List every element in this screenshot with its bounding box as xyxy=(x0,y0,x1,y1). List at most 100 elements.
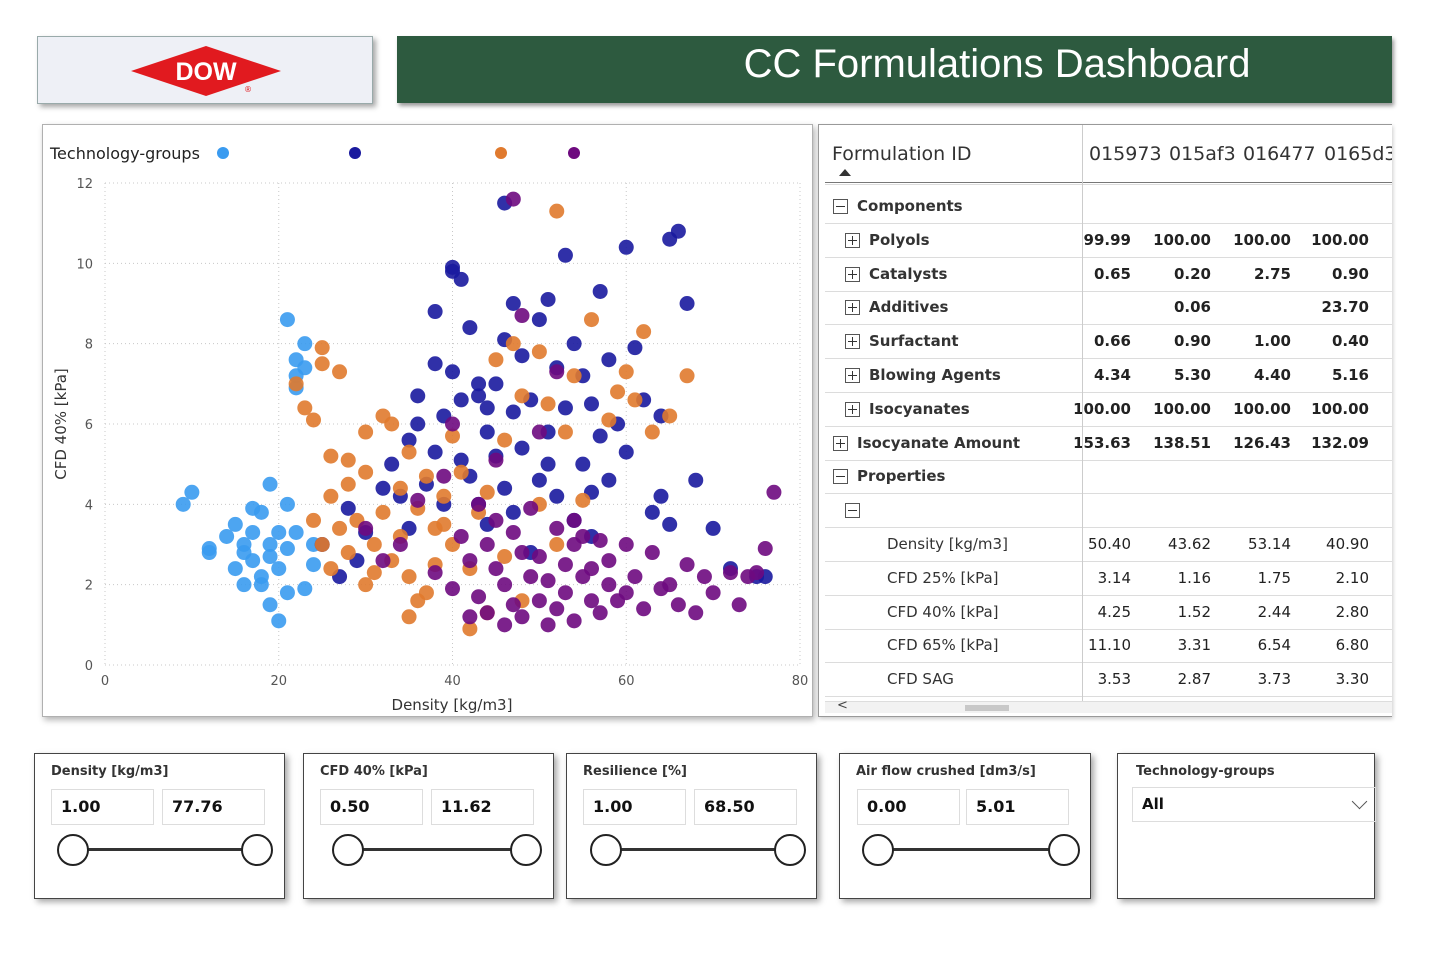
data-point[interactable] xyxy=(592,605,608,621)
data-point[interactable] xyxy=(288,524,304,540)
data-point[interactable] xyxy=(375,504,391,520)
scatter-chart-card[interactable]: 0 2 4 6 8 10 12 0 20 40 60 80 Density [kg/m3] CFD 40%… xyxy=(42,124,813,717)
data-point[interactable] xyxy=(557,400,573,416)
data-point[interactable] xyxy=(471,376,487,392)
data-point[interactable] xyxy=(445,259,460,275)
data-point[interactable] xyxy=(401,569,417,585)
data-point[interactable] xyxy=(679,296,695,311)
data-point[interactable] xyxy=(418,585,434,601)
data-point[interactable] xyxy=(575,528,591,544)
data-point[interactable] xyxy=(279,496,295,512)
data-point[interactable] xyxy=(610,384,626,400)
chevron-down-icon[interactable] xyxy=(1351,793,1368,810)
resilience-min-handle[interactable] xyxy=(590,834,622,866)
data-point[interactable] xyxy=(531,593,547,609)
data-point[interactable] xyxy=(488,561,504,577)
data-point[interactable] xyxy=(505,296,521,311)
data-point[interactable] xyxy=(471,589,487,605)
data-point[interactable] xyxy=(514,545,530,561)
data-point[interactable] xyxy=(175,496,191,512)
data-point[interactable] xyxy=(427,304,443,320)
formulation-matrix[interactable]: Formulation ID 015973 015af3 016477 0165… xyxy=(818,124,1392,717)
airflow-max-handle[interactable] xyxy=(1048,834,1080,866)
data-point[interactable] xyxy=(297,400,313,416)
data-point[interactable] xyxy=(314,537,330,552)
data-point[interactable] xyxy=(323,488,339,504)
data-point[interactable] xyxy=(549,520,565,536)
data-point[interactable] xyxy=(479,484,495,500)
data-point[interactable] xyxy=(471,388,487,404)
data-point[interactable] xyxy=(332,364,348,380)
data-point[interactable] xyxy=(618,585,634,601)
data-point[interactable] xyxy=(549,203,565,219)
data-point[interactable] xyxy=(679,368,695,384)
data-point[interactable] xyxy=(462,553,478,569)
cfd40-min-handle[interactable] xyxy=(332,834,364,866)
data-point[interactable] xyxy=(262,597,278,613)
data-point[interactable] xyxy=(445,428,460,444)
matrix-header-label[interactable]: Formulation ID xyxy=(832,143,972,165)
airflow-min-input[interactable]: 0.00 xyxy=(857,789,960,825)
data-point[interactable] xyxy=(497,617,513,633)
data-point[interactable] xyxy=(453,392,469,408)
data-point[interactable] xyxy=(279,541,295,557)
data-point[interactable] xyxy=(418,468,434,484)
data-point[interactable] xyxy=(566,613,582,629)
data-point[interactable] xyxy=(688,472,704,488)
data-point[interactable] xyxy=(523,569,539,585)
data-point[interactable] xyxy=(297,581,313,597)
data-point[interactable] xyxy=(575,492,591,508)
data-point[interactable] xyxy=(445,416,460,432)
data-point[interactable] xyxy=(184,484,200,500)
data-point[interactable] xyxy=(306,557,321,573)
data-point[interactable] xyxy=(227,561,243,577)
expand-plus-icon[interactable] xyxy=(833,435,848,451)
density-min-handle[interactable] xyxy=(57,834,89,866)
data-point[interactable] xyxy=(323,448,339,464)
data-point[interactable] xyxy=(201,545,217,561)
expand-plus-icon[interactable] xyxy=(845,232,860,248)
data-point[interactable] xyxy=(427,356,443,372)
data-point[interactable] xyxy=(670,597,686,613)
data-point[interactable] xyxy=(306,512,321,528)
data-point[interactable] xyxy=(514,609,530,625)
data-point[interactable] xyxy=(644,545,660,561)
data-point[interactable] xyxy=(688,605,704,621)
data-point[interactable] xyxy=(584,312,599,328)
data-point[interactable] xyxy=(427,565,443,581)
data-point[interactable] xyxy=(462,609,478,625)
cfd40-max-input[interactable]: 11.62 xyxy=(431,789,534,825)
data-point[interactable] xyxy=(662,577,678,593)
collapse-minus-icon[interactable] xyxy=(845,503,860,519)
data-point[interactable] xyxy=(236,577,252,593)
data-point[interactable] xyxy=(271,524,287,540)
data-point[interactable] xyxy=(636,601,652,617)
legend-marker[interactable] xyxy=(349,147,361,159)
data-point[interactable] xyxy=(488,512,504,528)
data-point[interactable] xyxy=(453,528,469,544)
data-point[interactable] xyxy=(306,412,321,428)
data-point[interactable] xyxy=(227,516,243,532)
data-point[interactable] xyxy=(557,247,573,263)
data-point[interactable] xyxy=(436,468,452,484)
data-point[interactable] xyxy=(505,191,521,207)
data-point[interactable] xyxy=(271,613,287,629)
expand-plus-icon[interactable] xyxy=(845,266,860,282)
column-header-4[interactable]: 0165d3 xyxy=(1324,143,1392,165)
data-point[interactable] xyxy=(375,480,391,496)
data-point[interactable] xyxy=(618,239,634,255)
sort-ascending-icon[interactable] xyxy=(839,169,851,176)
data-point[interactable] xyxy=(696,569,712,585)
data-point[interactable] xyxy=(245,500,261,516)
data-point[interactable] xyxy=(219,528,235,544)
data-point[interactable] xyxy=(488,352,504,368)
data-point[interactable] xyxy=(384,456,400,472)
data-point[interactable] xyxy=(540,396,556,412)
data-point[interactable] xyxy=(462,320,478,336)
data-point[interactable] xyxy=(401,609,417,625)
data-point[interactable] xyxy=(488,452,504,468)
data-point[interactable] xyxy=(766,484,782,500)
data-point[interactable] xyxy=(262,549,278,565)
density-min-input[interactable]: 1.00 xyxy=(51,789,154,825)
data-point[interactable] xyxy=(340,545,356,561)
